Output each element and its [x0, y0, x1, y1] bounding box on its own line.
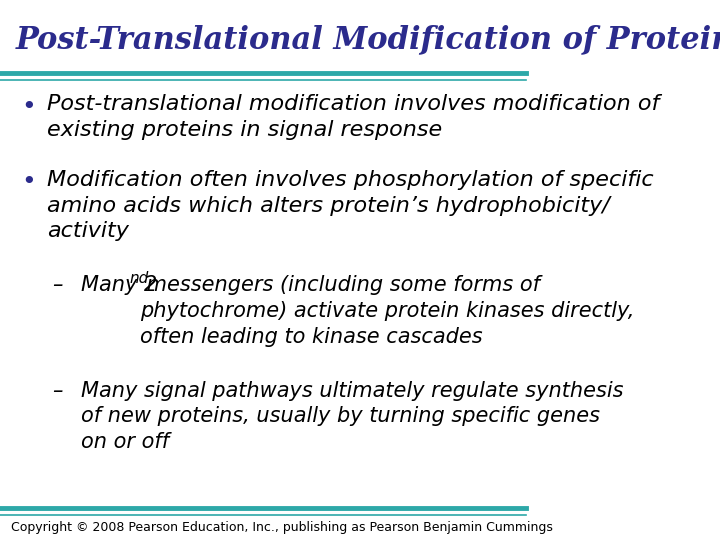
Text: Modification often involves phosphorylation of specific
amino acids which alters: Modification often involves phosphorylat… [48, 170, 654, 241]
Text: •: • [21, 94, 36, 118]
Text: nd: nd [130, 271, 149, 286]
Text: Many signal pathways ultimately regulate synthesis
of new proteins, usually by t: Many signal pathways ultimately regulate… [81, 381, 624, 452]
Text: –: – [53, 275, 63, 295]
Text: Post-Translational Modification of Proteins: Post-Translational Modification of Prote… [16, 24, 720, 55]
Text: –: – [53, 381, 63, 401]
Text: messengers (including some forms of
phytochrome) activate protein kinases direct: messengers (including some forms of phyt… [140, 275, 635, 347]
Text: Copyright © 2008 Pearson Education, Inc., publishing as Pearson Benjamin Cumming: Copyright © 2008 Pearson Education, Inc.… [11, 521, 552, 534]
Text: Post-translational modification involves modification of
existing proteins in si: Post-translational modification involves… [48, 94, 660, 140]
Text: Many 2: Many 2 [81, 275, 158, 295]
Text: •: • [21, 170, 36, 194]
